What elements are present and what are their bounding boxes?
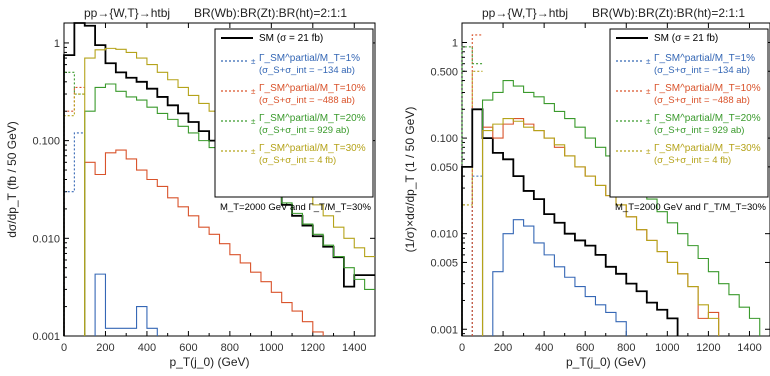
x-tick-label: 1400 [737, 342, 761, 354]
y-tick-label: 0.050 [430, 162, 458, 174]
x-tick-label: 800 [221, 342, 239, 354]
x-axis-label: p_T(j_0) (GeV) [169, 355, 249, 369]
y-axis-label: dσ/dp_T (fb / 50 GeV) [5, 121, 19, 238]
signal-series-line [94, 273, 158, 336]
legend-sublabel: (σ_S+σ_int = 4 fb) [259, 155, 336, 166]
chart-title-br: BR(Wb):BR(Zt):BR(ht)=2:1:1 [194, 6, 347, 20]
y-tick-label: 0.001 [430, 324, 458, 336]
left-chart: 0 200 400 600 800 1000 1200 1400 0.001 0.010 0.100… [5, 6, 376, 369]
legend-label: Γ_SM^partial/M_T=1% [259, 53, 360, 64]
x-tick-label: 0 [459, 342, 465, 354]
chart-annotation: M_T=2000 GeV and Γ_T/M_T=30% [615, 202, 767, 213]
x-tick-label: 1000 [259, 342, 283, 354]
x-axis-label: p_T(j_0) (GeV) [566, 355, 646, 369]
legend-label: Γ_SM^partial/M_T=10% [654, 83, 761, 94]
legend-sublabel: (σ_S+σ_int = −134 ab) [259, 65, 355, 76]
x-tick-label: 1200 [301, 342, 325, 354]
sm-line [461, 108, 679, 336]
y-tick-label: 1 [54, 38, 60, 50]
legend-pm: ± [646, 57, 651, 66]
sm-line [63, 22, 375, 336]
x-tick-label: 600 [576, 342, 594, 354]
legend-label: Γ_SM^partial/M_T=20% [654, 113, 761, 124]
dotted-series-line [461, 70, 483, 336]
x-tick-label: 600 [179, 342, 197, 354]
chart-title-process: pp→{W,T}→htbj [482, 6, 568, 20]
legend-sublabel: (σ_S+σ_int = 929 ab) [259, 125, 349, 136]
x-tick-label: 1000 [655, 342, 679, 354]
signal-series-line [492, 219, 627, 336]
chart-annotation: M_T=2000 GeV and Γ_T/M_T=30% [220, 202, 372, 213]
x-tick-label: 200 [96, 342, 114, 354]
legend-label: Γ_SM^partial/M_T=30% [654, 143, 761, 154]
y-axis-label: (1/σ)×dσ/dp_T (1 / 50 GeV) [403, 107, 417, 253]
legend-sublabel: (σ_S+σ_int = 929 ab) [654, 125, 744, 136]
x-tick-label: 200 [494, 342, 512, 354]
legend-sublabel: (σ_S+σ_int = 4 fb) [654, 155, 731, 166]
right-chart: 0 200 400 600 800 1000 1200 1400 0.001 0.005 0.010… [403, 6, 770, 369]
legend-box [609, 28, 769, 198]
legend-sublabel: (σ_S+σ_int = −134 ab) [654, 65, 750, 76]
x-tick-label: 1200 [696, 342, 720, 354]
x-tick-label: 400 [138, 342, 156, 354]
legend-label: SM (σ = 21 fb) [259, 33, 323, 44]
x-tick-label: 800 [617, 342, 635, 354]
legend-pm: ± [251, 117, 256, 126]
dotted-series-line [63, 93, 85, 336]
y-tick-label: 0.005 [430, 257, 458, 269]
dotted-series-line [471, 175, 483, 336]
dotted-series-line [63, 71, 85, 336]
y-tick-label: 0.100 [32, 136, 60, 148]
y-tick-label: 0.010 [32, 233, 60, 245]
legend-pm: ± [251, 57, 256, 66]
legend-pm: ± [646, 87, 651, 96]
signal-series-line [481, 118, 720, 336]
y-tick-label: 0.001 [32, 331, 60, 343]
legend-pm: ± [251, 87, 256, 96]
dotted-series-line [471, 34, 483, 336]
y-tick-label: 0.500 [430, 66, 458, 78]
dotted-series-line [461, 46, 483, 336]
signal-series-line [84, 149, 324, 336]
y-tick-label: 1 [452, 38, 458, 50]
legend-label: Γ_SM^partial/M_T=20% [259, 113, 366, 124]
legend-box [214, 28, 374, 198]
chart-title-br: BR(Wb):BR(Zt):BR(ht)=2:1:1 [592, 6, 745, 20]
x-tick-label: 1400 [342, 342, 366, 354]
legend-pm: ± [646, 117, 651, 126]
dotted-series-line [63, 86, 85, 336]
legend-pm: ± [646, 147, 651, 156]
legend-pm: ± [251, 147, 256, 156]
legend-label: SM (σ = 21 fb) [654, 33, 718, 44]
legend-sublabel: (σ_S+σ_int = −488 ab) [259, 95, 355, 106]
x-tick-label: 0 [61, 342, 67, 354]
y-tick-label: 0.100 [430, 133, 458, 145]
chart-title-process: pp→{W,T}→htbj [84, 6, 170, 20]
dotted-series-line [63, 132, 85, 336]
y-tick-label: 0.010 [430, 229, 458, 241]
legend-label: Γ_SM^partial/M_T=10% [259, 83, 366, 94]
x-tick-label: 400 [535, 342, 553, 354]
legend-sublabel: (σ_S+σ_int = −488 ab) [654, 95, 750, 106]
legend-label: Γ_SM^partial/M_T=30% [259, 143, 366, 154]
legend-label: Γ_SM^partial/M_T=1% [654, 53, 755, 64]
